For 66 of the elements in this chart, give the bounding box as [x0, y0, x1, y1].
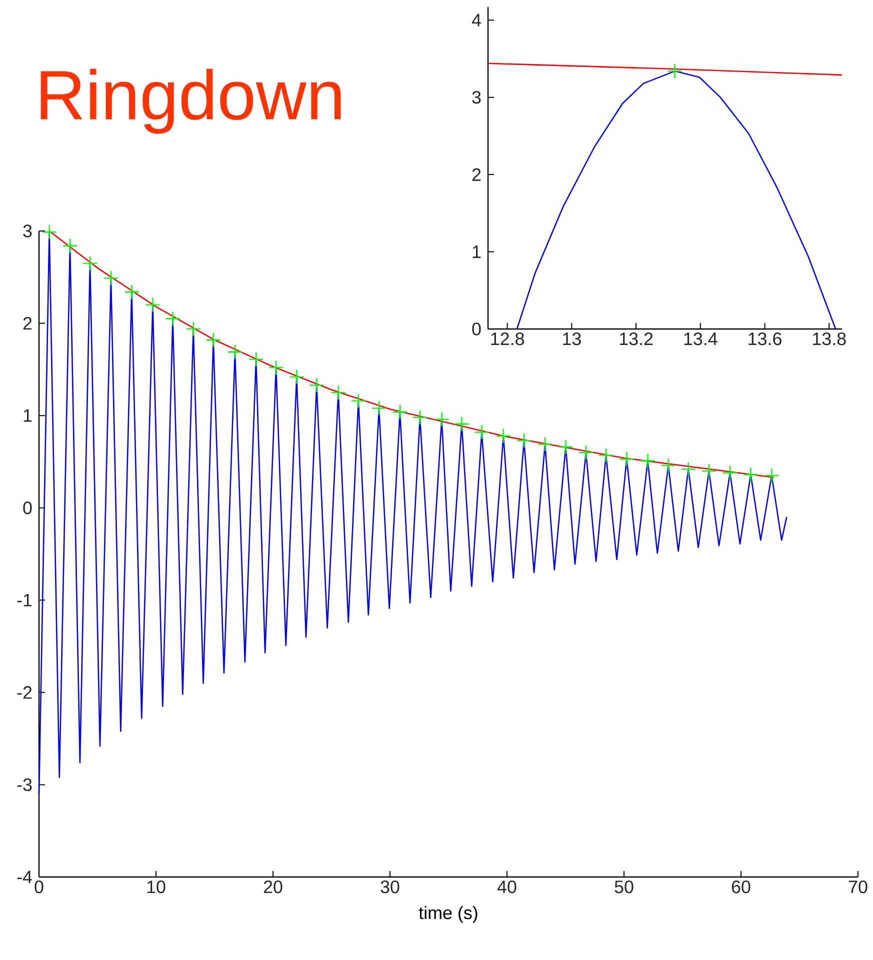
x-tick-label: 70 [848, 880, 868, 894]
x-tick-label: 13.8 [813, 332, 846, 346]
y-tick-label: -1 [17, 594, 32, 606]
point [743, 467, 758, 482]
point [103, 270, 119, 286]
point [537, 436, 553, 452]
point [516, 432, 532, 448]
x-tick-label: 10 [147, 880, 166, 894]
y-tick-label: -3 [17, 778, 32, 792]
y-tick-label: 3 [472, 90, 481, 104]
y-tick-label: 2 [472, 168, 481, 181]
point [598, 448, 614, 463]
y-tick-label: 4 [472, 14, 481, 26]
point [764, 468, 780, 484]
point [350, 393, 366, 408]
x-tick-label: 13.4 [684, 332, 718, 346]
x-tick-label: 20 [264, 880, 282, 894]
point [454, 416, 470, 432]
point [268, 360, 284, 376]
x-tick-label: 13.2 [620, 332, 653, 346]
point [722, 465, 738, 480]
x-tick-label: 13 [563, 332, 581, 346]
point [558, 439, 574, 455]
point [640, 453, 656, 468]
y-tick-label: 0 [23, 501, 32, 514]
x-tick-label: 40 [497, 880, 516, 894]
line-series [516, 70, 836, 330]
point [392, 404, 408, 420]
point [496, 428, 511, 444]
point [619, 451, 634, 467]
point [371, 400, 387, 416]
y-tick-label: -4 [17, 870, 32, 884]
point [289, 369, 304, 384]
point [42, 224, 57, 240]
point [248, 352, 264, 367]
y-tick-label: 2 [23, 317, 32, 330]
y-tick-label: 0 [472, 322, 481, 336]
point [145, 297, 160, 312]
point [82, 256, 98, 271]
point [62, 238, 78, 254]
x-tick-label: 0 [34, 880, 44, 894]
point [186, 321, 201, 336]
point [206, 332, 221, 348]
y-tick-label: 1 [24, 409, 32, 422]
y-tick-label: 1 [472, 246, 481, 258]
point [330, 384, 346, 400]
point [124, 284, 140, 300]
y-tick-label: 3 [23, 224, 32, 238]
x-tick-label: 13.6 [748, 332, 782, 346]
point [680, 461, 696, 477]
point [660, 458, 676, 473]
x-axis-title: time (s) [418, 906, 478, 923]
x-tick-label: 50 [614, 880, 634, 894]
x-tick-label: 30 [380, 880, 400, 894]
point [227, 344, 243, 360]
point [578, 444, 594, 460]
point [165, 311, 180, 326]
point [701, 463, 717, 479]
point [412, 410, 428, 426]
x-tick-label: 60 [732, 880, 750, 894]
point [474, 424, 490, 440]
point [309, 378, 324, 393]
y-tick-label: -2 [17, 686, 32, 699]
point [434, 412, 450, 427]
chart-title: Ringdown [40, 68, 341, 134]
x-tick-label: 12.8 [491, 332, 524, 346]
